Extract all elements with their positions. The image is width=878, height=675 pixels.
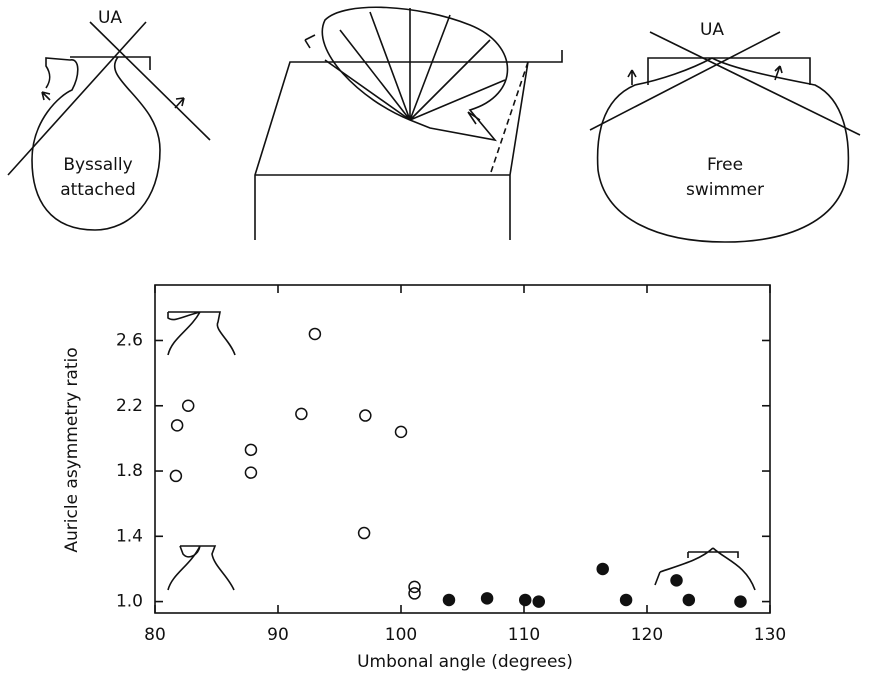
y-axis-label: Auricle asymmetry ratio bbox=[62, 347, 82, 552]
x-tick-label: 120 bbox=[631, 625, 663, 645]
data-point bbox=[244, 466, 258, 479]
data-point bbox=[244, 443, 258, 457]
hinge-line bbox=[70, 56, 151, 70]
umbonal-angle-label: UA bbox=[98, 8, 122, 28]
arrow bbox=[304, 34, 316, 49]
x-axis-label: Umbonal angle (degrees) bbox=[357, 652, 573, 672]
umbonal-line bbox=[89, 21, 211, 141]
byssal-icon bbox=[167, 545, 235, 591]
umbonal-angle-label: UA bbox=[700, 20, 724, 40]
x-tick-label: 90 bbox=[267, 625, 289, 645]
shell-outline bbox=[596, 57, 850, 243]
data-point bbox=[734, 595, 747, 608]
free-shell-diagram: UA Free swimmer bbox=[589, 20, 861, 243]
shell-text: Byssally bbox=[63, 155, 132, 175]
x-tick-label: 100 bbox=[385, 625, 417, 645]
data-point bbox=[442, 593, 456, 607]
data-point bbox=[408, 587, 421, 600]
byssal-shell-diagram: UA Byssally attached bbox=[7, 8, 211, 231]
byssal-icon bbox=[167, 311, 236, 356]
shell-text: attached bbox=[60, 180, 136, 200]
x-tick-label: 130 bbox=[754, 625, 786, 645]
data-point bbox=[169, 469, 183, 483]
arrow bbox=[41, 91, 51, 101]
data-point bbox=[308, 327, 322, 341]
x-tick-label: 110 bbox=[508, 625, 540, 645]
data-point bbox=[170, 419, 184, 432]
y-tick-label: 2.2 bbox=[116, 396, 143, 416]
x-tick-label: 80 bbox=[144, 625, 166, 645]
data-point bbox=[394, 425, 408, 439]
data-point bbox=[596, 562, 609, 576]
umbonal-line bbox=[589, 31, 781, 131]
free-icon bbox=[654, 547, 756, 591]
y-tick-label: 1.0 bbox=[116, 592, 143, 612]
data-point bbox=[359, 409, 372, 422]
y-tick-label: 1.4 bbox=[116, 526, 143, 546]
inset-icons bbox=[167, 311, 756, 591]
y-tick-label: 2.6 bbox=[116, 330, 143, 350]
data-point bbox=[408, 580, 421, 594]
shell-text: swimmer bbox=[686, 180, 764, 200]
y-tick-label: 1.8 bbox=[116, 461, 143, 481]
shell-ribs bbox=[324, 8, 506, 121]
data-point bbox=[619, 593, 633, 607]
arrow bbox=[174, 97, 185, 109]
block bbox=[254, 50, 563, 240]
shell-text: Free bbox=[707, 155, 743, 175]
dashed-line bbox=[489, 61, 529, 176]
data-point bbox=[295, 407, 308, 421]
data-point bbox=[670, 574, 683, 587]
shell-on-block-diagram bbox=[254, 6, 563, 240]
arrow bbox=[774, 65, 783, 81]
data-point bbox=[518, 593, 532, 607]
arrow bbox=[627, 69, 637, 85]
arrow bbox=[467, 111, 481, 125]
data-point bbox=[181, 399, 195, 413]
data-point bbox=[480, 592, 494, 605]
data-point bbox=[682, 593, 696, 607]
umbonal-line bbox=[649, 31, 861, 136]
plot-frame bbox=[154, 284, 771, 614]
umbonal-line bbox=[7, 21, 147, 176]
data-point bbox=[357, 526, 371, 540]
shell-outline bbox=[31, 56, 161, 231]
data-point bbox=[532, 595, 546, 608]
